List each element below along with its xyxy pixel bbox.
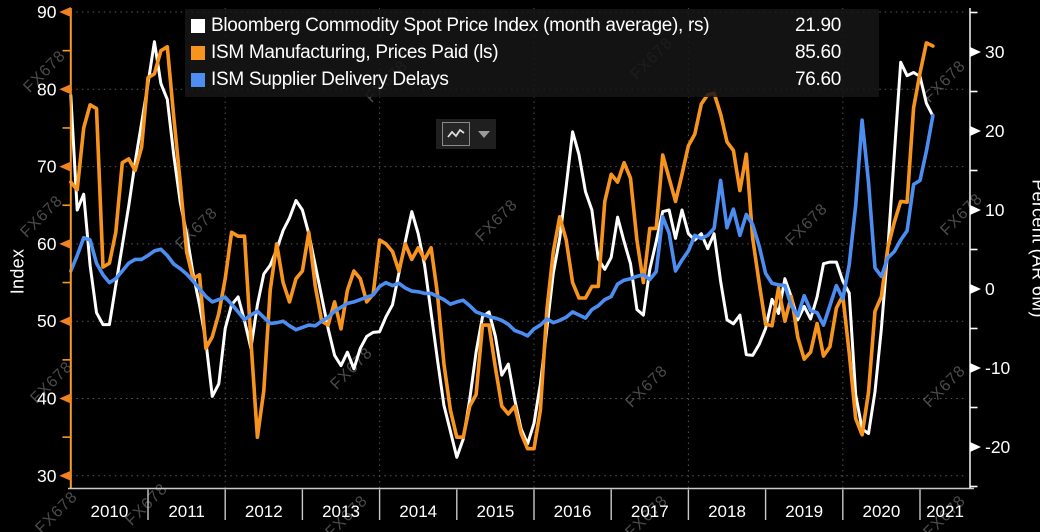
left-axis-tick-label: 70 <box>37 157 57 177</box>
left-tick-arrow-icon <box>59 161 71 172</box>
right-axis-tick-label: -20 <box>985 437 1011 457</box>
left-axis-tick-label: 80 <box>37 79 57 99</box>
legend-row-supplier-delays: ISM Supplier Delivery Delays 76.60 <box>185 66 879 93</box>
left-axis-tick-label: 90 <box>37 2 57 22</box>
watermark-text: FX678 <box>782 200 831 249</box>
year-label: 2017 <box>631 502 669 521</box>
series-line <box>69 41 935 451</box>
watermark-text: FX678 <box>622 362 671 411</box>
legend-row-commodity: Bloomberg Commodity Spot Price Index (mo… <box>185 12 879 39</box>
right-tick-arrow-icon <box>970 126 981 136</box>
line-chart-icon <box>447 128 465 138</box>
right-axis-tick-label: 10 <box>985 200 1005 220</box>
year-label: 2010 <box>90 502 128 521</box>
orange-series-swatch-icon <box>191 45 205 60</box>
legend-label: Bloomberg Commodity Spot Price Index (mo… <box>211 14 710 36</box>
legend: Bloomberg Commodity Spot Price Index (mo… <box>185 9 879 97</box>
legend-value: 21.90 <box>794 14 841 36</box>
right-axis-tick-label: 0 <box>985 279 995 299</box>
series-line <box>69 40 935 459</box>
right-axis-tick-label: 20 <box>985 121 1005 141</box>
right-tick-arrow-icon <box>970 442 981 452</box>
left-tick-arrow-icon <box>59 84 71 95</box>
year-label: 2016 <box>554 502 592 521</box>
chart-type-widget <box>436 119 496 149</box>
year-label: 2015 <box>476 502 514 521</box>
year-label: 2018 <box>708 502 746 521</box>
left-tick-arrow-icon <box>59 393 71 404</box>
white-series-swatch-icon <box>191 18 205 33</box>
left-axis-tick-label: 60 <box>37 234 57 254</box>
left-tick-arrow-icon <box>59 470 71 481</box>
right-axis-title: Percent (AR 6M) <box>1028 179 1040 318</box>
left-tick-arrow-icon <box>59 238 71 249</box>
legend-row-prices-paid: ISM Manufacturing, Prices Paid (ls) 85.6… <box>185 39 879 66</box>
year-label: 2013 <box>322 502 360 521</box>
legend-label: ISM Manufacturing, Prices Paid (ls) <box>211 41 499 63</box>
left-axis-tick-label: 40 <box>37 389 57 409</box>
year-label: 2020 <box>862 502 900 521</box>
watermark-text: FX678 <box>472 196 521 245</box>
series-line <box>69 113 935 338</box>
year-label: 2012 <box>245 502 283 521</box>
year-label: 2021 <box>926 502 964 521</box>
right-axis-tick-label: -10 <box>985 358 1011 378</box>
left-axis-tick-label: 30 <box>37 466 57 486</box>
left-axis-title: Index <box>7 248 28 295</box>
watermark-text: FX678 <box>937 190 986 239</box>
right-tick-arrow-icon <box>970 363 981 373</box>
legend-label: ISM Supplier Delivery Delays <box>211 68 449 90</box>
left-tick-arrow-icon <box>59 7 71 17</box>
legend-value: 85.60 <box>794 41 841 63</box>
legend-value: 76.60 <box>794 68 841 90</box>
watermark-text: FX678 <box>32 488 81 532</box>
chevron-down-icon[interactable] <box>478 130 490 138</box>
right-tick-arrow-icon <box>970 205 981 215</box>
watermark-text: FX678 <box>920 57 969 106</box>
blue-series-swatch-icon <box>191 72 205 87</box>
right-axis-tick-label: 30 <box>985 42 1005 62</box>
chart-type-button[interactable] <box>442 122 470 146</box>
right-tick-arrow-icon <box>970 284 981 294</box>
watermark-text: FX678 <box>920 362 969 411</box>
year-label: 2014 <box>399 502 437 521</box>
left-axis-tick-label: 50 <box>37 311 57 331</box>
year-label: 2019 <box>785 502 823 521</box>
left-tick-arrow-icon <box>59 316 71 327</box>
watermark-text: FX678 <box>172 204 221 253</box>
right-tick-arrow-icon <box>970 47 981 57</box>
year-label: 2011 <box>168 502 205 521</box>
